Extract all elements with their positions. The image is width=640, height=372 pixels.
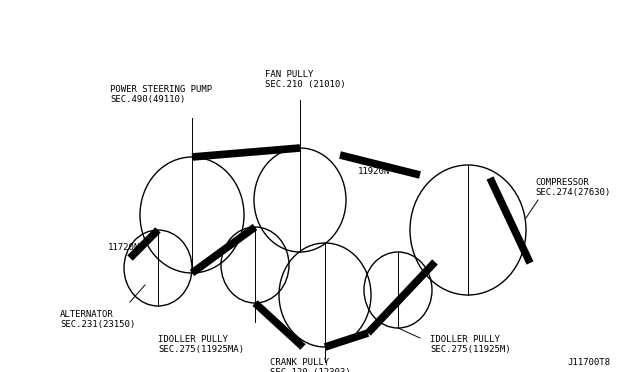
Text: 11720N: 11720N xyxy=(108,244,140,253)
Text: POWER STEERING PUMP
SEC.490(49110): POWER STEERING PUMP SEC.490(49110) xyxy=(110,85,212,105)
Text: IDOLLER PULLY
SEC.275(11925M): IDOLLER PULLY SEC.275(11925M) xyxy=(430,335,511,355)
Text: ALTERNATOR
SEC.231(23150): ALTERNATOR SEC.231(23150) xyxy=(60,310,135,329)
Text: J11700T8: J11700T8 xyxy=(567,358,610,367)
Text: FAN PULLY
SEC.210 (21010): FAN PULLY SEC.210 (21010) xyxy=(265,70,346,89)
Text: COMPRESSOR
SEC.274(27630): COMPRESSOR SEC.274(27630) xyxy=(535,178,611,198)
Text: 11920N: 11920N xyxy=(358,167,390,176)
Text: IDOLLER PULLY
SEC.275(11925MA): IDOLLER PULLY SEC.275(11925MA) xyxy=(158,335,244,355)
Text: CRANK PULLY
SEC.120 (12303): CRANK PULLY SEC.120 (12303) xyxy=(270,358,351,372)
